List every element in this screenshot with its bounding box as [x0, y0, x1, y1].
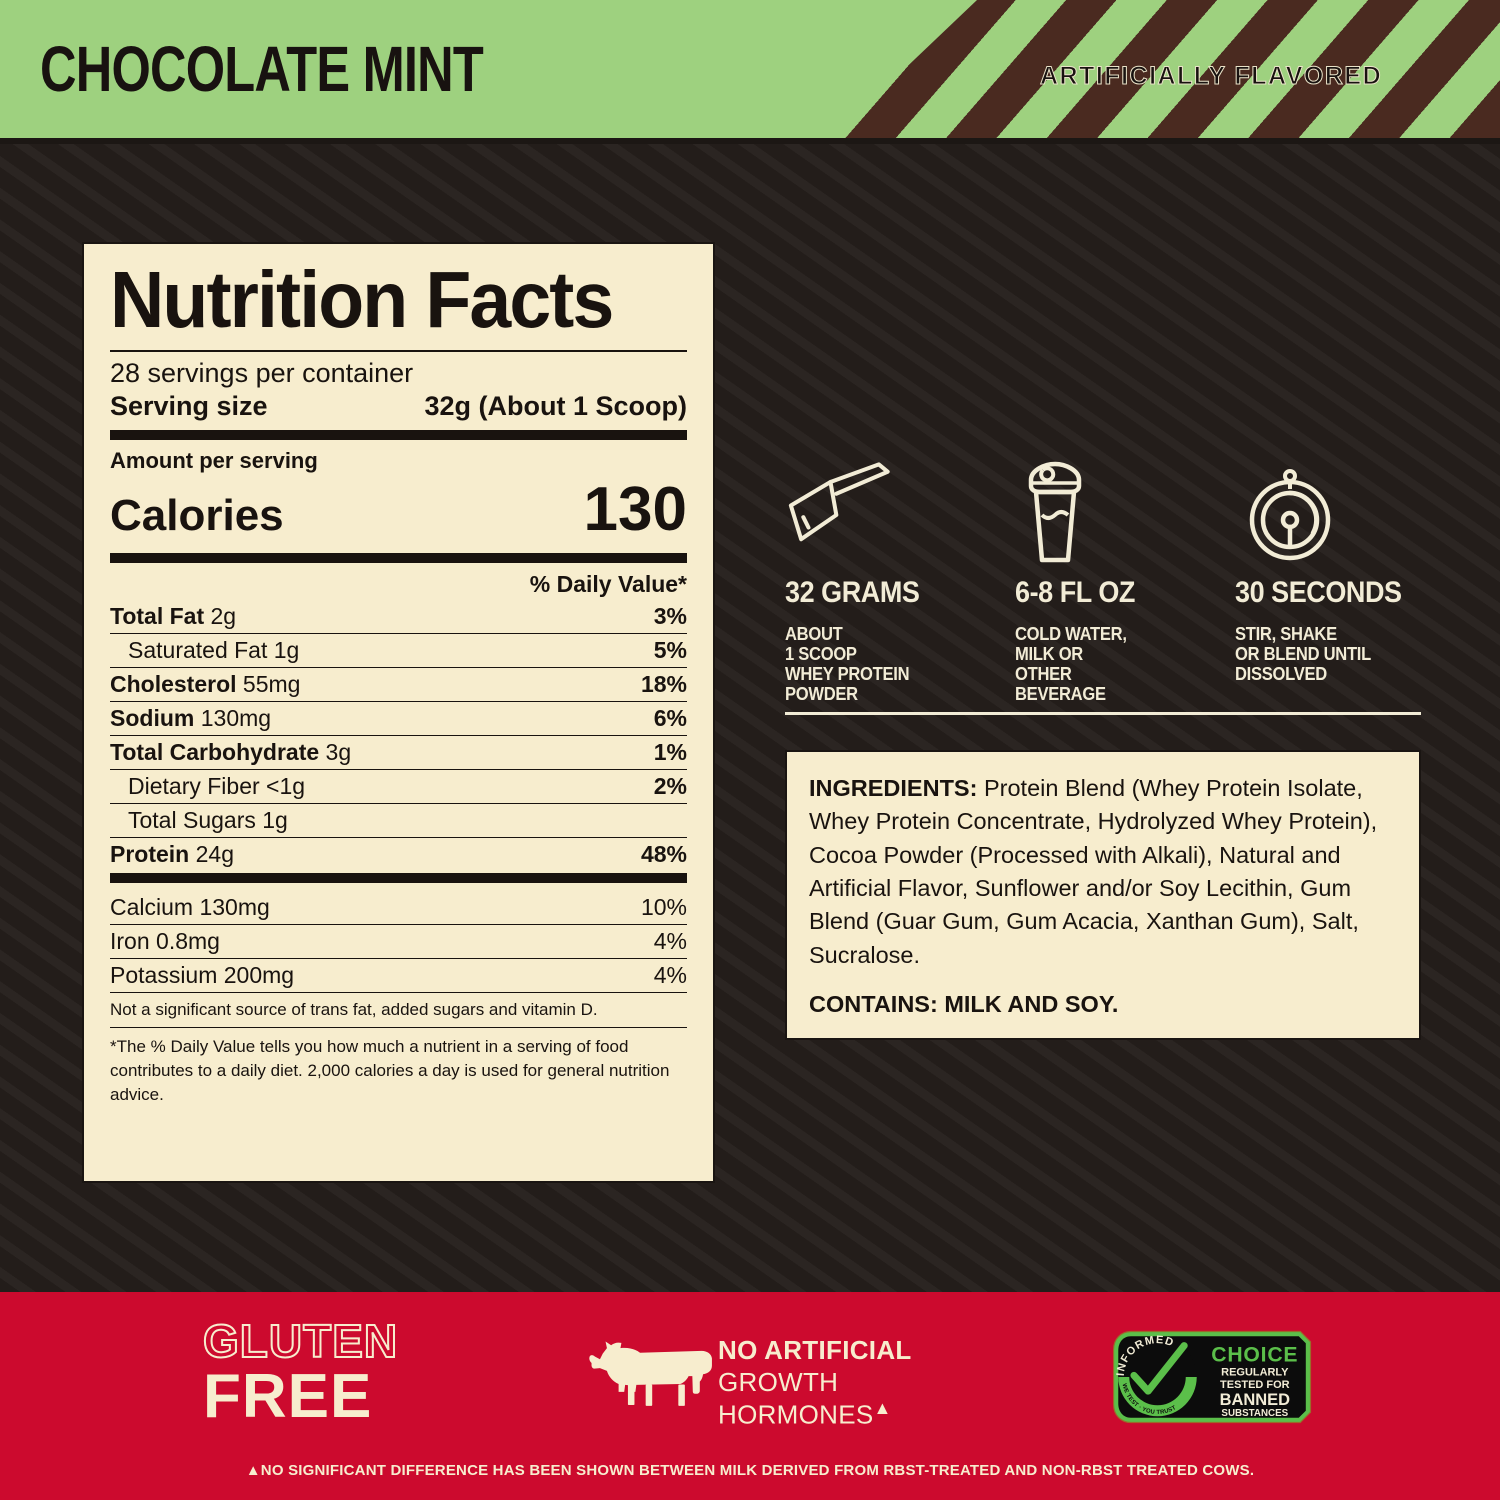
- svg-text:CHOICE: CHOICE: [1211, 1343, 1298, 1366]
- svg-text:TESTED FOR: TESTED FOR: [1220, 1379, 1290, 1391]
- svg-text:BANNED: BANNED: [1220, 1391, 1291, 1409]
- svg-text:REGULARLY: REGULARLY: [1221, 1366, 1289, 1378]
- svg-text:SUBSTANCES: SUBSTANCES: [1221, 1408, 1288, 1419]
